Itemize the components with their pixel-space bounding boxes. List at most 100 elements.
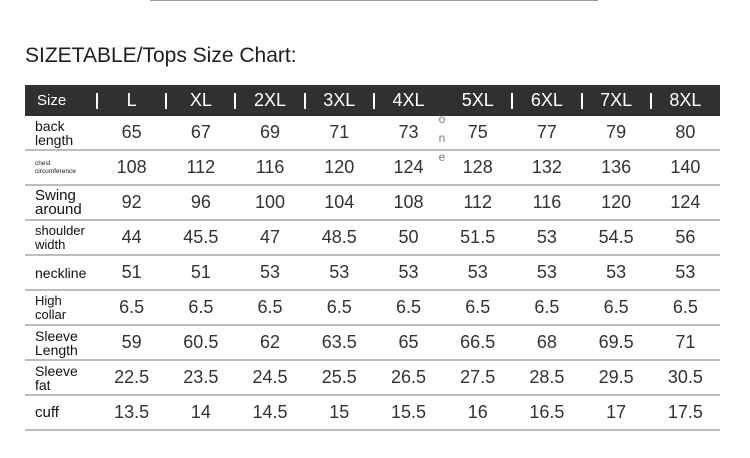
table-cell: 53 [536,227,557,247]
table-cell: 140 [670,157,701,177]
table-cell: 65 [398,332,419,352]
table-cell: 6.5 [188,297,214,317]
header-separator [303,92,306,109]
table-cell: 75 [467,122,488,142]
header-size-4xl: 4XL [372,90,443,111]
table-cell: 17 [606,402,627,422]
table-cell: 51 [121,262,142,282]
table-cell: 108 [116,157,147,177]
table-cell: 96 [190,192,211,212]
header-separator [511,92,514,109]
table-cell: 67 [190,122,211,142]
table-cell: 54.5 [598,227,634,247]
table-cell: 47 [260,227,281,247]
table-cell: 26.5 [390,367,426,387]
header-separator [165,92,168,109]
table-cell: 124 [393,157,424,177]
header-size-3xl: 3XL [303,90,374,111]
row-label: Swing around [35,186,82,218]
header-size-2xl: 2XL [234,90,304,111]
table-cell: 104 [324,192,355,212]
table-cell: 14.5 [252,402,288,422]
table-cell: 116 [532,192,562,212]
table-cell: 68 [536,332,557,352]
table-cell: 25.5 [321,367,357,387]
table-cell: 6.5 [672,297,698,317]
table-cell: 27.5 [460,367,496,387]
table-cell: 80 [675,122,696,142]
table-row-sleeve-fat: Sleeve fat 22.5 23.5 24.5 25.5 26.5 27.5… [25,361,720,396]
table-cell: 24.5 [252,367,288,387]
table-cell: 116 [255,157,285,177]
table-row-back-length: back length 65 67 69 71 73 75 77 79 80 [25,116,720,151]
table-cell: 53 [536,262,557,282]
table-cell: 14 [190,402,211,422]
table-cell: 29.5 [598,367,634,387]
table-row-shoulder-width: shoulder width 44 45.5 47 48.5 50 51.5 5… [25,221,720,256]
table-row-neckline: neckline 51 51 53 53 53 53 53 53 53 [25,256,720,291]
table-cell: 66.5 [460,332,496,352]
table-cell: 120 [601,192,632,212]
row-label: Sleeve fat [35,362,78,393]
table-cell: 16.5 [529,402,565,422]
row-label: High collar [35,292,67,322]
table-row-high-collar: High collar 6.5 6.5 6.5 6.5 6.5 6.5 6.5 … [25,291,720,326]
header-separator [234,92,237,109]
table-cell: 60.5 [183,332,219,352]
row-label: shoulder width [35,222,85,252]
table-cell: 100 [255,192,286,212]
table-cell: 56 [675,227,696,247]
table-cell: 51 [190,262,211,282]
table-cell: 63.5 [321,332,357,352]
header-size-6xl: 6XL [511,90,581,111]
table-cell: 69 [260,122,281,142]
table-cell: 53 [329,262,350,282]
table-cell: 92 [121,192,142,212]
table-row-swing-around: Swing around 92 96 100 104 108 112 116 1… [25,186,720,221]
table-cell: 53 [467,262,488,282]
header-separator [649,92,652,109]
table-cell: 15.5 [390,402,426,422]
header-size-5xl: 5XL [461,90,494,110]
table-row-cuff: cuff 13.5 14 14.5 15 15.5 16 16.5 17 17.… [25,396,720,431]
table-cell: 6.5 [603,297,629,317]
watermark-text: o n e [438,112,446,164]
header-separator [580,92,583,109]
table-cell: 128 [462,157,493,177]
table-cell: 77 [536,122,557,142]
top-divider [150,0,598,1]
table-cell: 73 [398,122,419,142]
table-cell: 79 [606,122,627,142]
table-cell: 48.5 [321,227,357,247]
table-header: Size L XL 2XL 3XL 4XL 5XL 6XL 7XL 8XL [25,85,720,116]
table-cell: 17.5 [667,402,703,422]
table-cell: 13.5 [114,402,150,422]
table-cell: 71 [675,332,696,352]
table-cell: 65 [121,122,142,142]
row-label: back length [35,117,74,148]
table-cell: 28.5 [529,367,565,387]
table-cell: 136 [601,157,632,177]
header-size-8xl: 8XL [649,90,720,111]
table-cell: 53 [398,262,419,282]
table-cell: 6.5 [257,297,283,317]
table-cell: 53 [675,262,696,282]
table-cell: 51.5 [460,227,496,247]
header-separator [372,92,375,109]
header-size-7xl: 7XL [580,90,651,111]
table-cell: 69.5 [598,332,634,352]
table-cell: 6.5 [534,297,560,317]
table-cell: 45.5 [183,227,219,247]
page-title: SIZETABLE/Tops Size Chart: [25,44,297,67]
table-cell: 23.5 [183,367,219,387]
row-label: neckline [35,264,87,281]
table-cell: 108 [393,192,424,212]
table-cell: 16 [467,402,488,422]
table-cell: 124 [670,192,701,212]
table-cell: 6.5 [326,297,352,317]
table-cell: 6.5 [465,297,491,317]
table-row-sleeve-length: Sleeve Length 59 60.5 62 63.5 65 66.5 68… [25,326,720,361]
table-cell: 6.5 [119,297,145,317]
header-size-l: L [96,90,166,111]
header-separator [96,92,98,109]
